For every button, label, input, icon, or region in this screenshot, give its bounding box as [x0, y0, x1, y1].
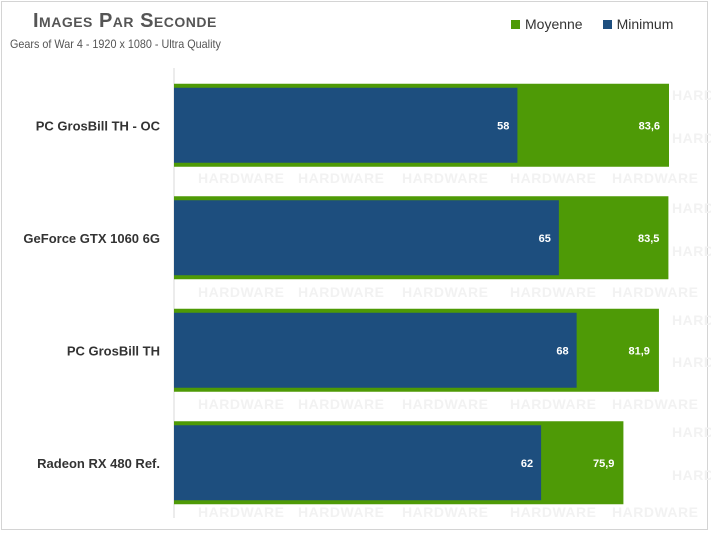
- watermark-text: HARDWARE: [672, 87, 711, 103]
- bar-minimum: [174, 425, 542, 501]
- bar-minimum: [174, 200, 559, 276]
- legend-swatch-moyenne: [511, 19, 520, 29]
- watermark-text: HARDWARE: [298, 396, 384, 412]
- watermark-text: HARDWARE: [510, 504, 596, 520]
- category-label: PC GrosBill TH: [67, 343, 160, 358]
- watermark-text: HARDWARE: [510, 170, 596, 186]
- data-label-minimum: 62: [521, 458, 533, 470]
- watermark-text: HARDWARE: [402, 504, 488, 520]
- bar-minimum: [174, 312, 577, 388]
- watermark-text: HARDWARE: [672, 424, 711, 440]
- legend-label-minimum: Minimum: [616, 16, 674, 32]
- watermark-text: HARDWARE: [298, 170, 384, 186]
- data-label-moyenne: 75,9: [593, 458, 614, 470]
- legend-item-minimum: Minimum: [602, 16, 674, 32]
- data-label-minimum: 65: [539, 233, 551, 245]
- bar-minimum: [174, 87, 518, 163]
- watermark-text: HARDWARE: [672, 130, 711, 146]
- watermark-text: HARDWARE: [510, 284, 596, 300]
- data-label-moyenne: 83,5: [638, 233, 659, 245]
- watermark-text: HARDWARE: [198, 504, 284, 520]
- watermark-text: HARDWARE: [510, 396, 596, 412]
- category-label: GeForce GTX 1060 6G: [23, 231, 160, 246]
- category-label: Radeon RX 480 Ref.: [37, 456, 160, 471]
- legend-item-moyenne: Moyenne: [511, 16, 583, 32]
- watermark-text: HARDWARE: [672, 200, 711, 216]
- watermark-text: HARDWARE: [402, 284, 488, 300]
- watermark-text: HARDWARE: [198, 170, 284, 186]
- watermark-text: HARDWARE: [672, 243, 711, 259]
- watermark-text: HARDWARE: [298, 504, 384, 520]
- watermark-text: HARDWARE: [672, 467, 711, 483]
- watermark-text: HARDWARE: [612, 396, 698, 412]
- data-label-moyenne: 83,6: [639, 120, 660, 132]
- watermark-text: HARDWARE: [298, 284, 384, 300]
- watermark-text: HARDWARE: [612, 504, 698, 520]
- watermark-text: HARDWARE: [402, 170, 488, 186]
- chart-subtitle: Gears of War 4 - 1920 x 1080 - Ultra Qua…: [10, 37, 221, 51]
- chart-legend: Moyenne Minimum: [511, 16, 673, 32]
- watermark-text: HARDWARE: [198, 396, 284, 412]
- watermark-text: HARDWARE: [198, 284, 284, 300]
- data-label-minimum: 58: [497, 120, 509, 132]
- data-label-moyenne: 81,9: [629, 345, 650, 357]
- watermark-text: HARDWARE: [612, 284, 698, 300]
- watermark-text: HARDWARE: [402, 396, 488, 412]
- watermark-text: HARDWARE: [672, 354, 711, 370]
- watermark-group: HARDWARE HARDWARE HARDWARE HARDWARE HARDWARE…: [198, 87, 711, 520]
- data-label-minimum: 68: [556, 345, 568, 357]
- legend-label-moyenne: Moyenne: [525, 16, 583, 32]
- watermark-text: HARDWARE: [612, 170, 698, 186]
- category-label: PC GrosBill TH - OC: [36, 118, 161, 133]
- watermark-text: HARDWARE: [672, 312, 711, 328]
- chart-title: Images Par Seconde: [33, 10, 217, 32]
- legend-swatch-minimum: [602, 19, 612, 29]
